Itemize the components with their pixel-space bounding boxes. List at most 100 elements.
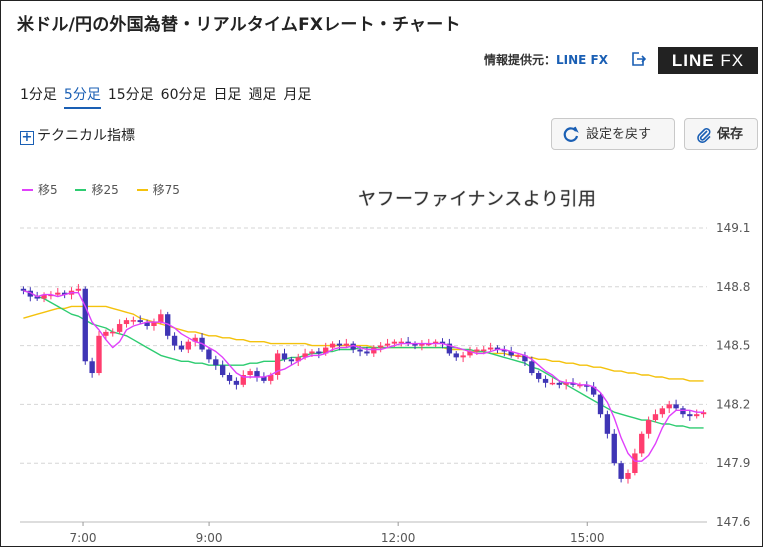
y-tick-label: 148.5 (716, 339, 750, 353)
candle-body (426, 343, 432, 346)
reset-settings-label: 設定を戻す (586, 127, 652, 142)
y-tick-label: 147.6 (716, 515, 750, 529)
candle-body (226, 375, 233, 381)
tab-15min[interactable]: 15分足 (107, 87, 154, 103)
x-tick-label: 9:00 (196, 531, 223, 545)
legend-ma5-label: 移5 (38, 183, 58, 197)
candle-body (261, 376, 267, 381)
source-watermark: ヤフーファイナンスより引用 (358, 189, 597, 210)
ma25-line (23, 290, 704, 429)
tab-daily[interactable]: 日足 (213, 87, 242, 103)
candle-body (165, 314, 171, 336)
candle-body (302, 353, 308, 358)
legend-ma75-swatch (136, 189, 148, 191)
save-label: 保存 (717, 127, 744, 142)
candle-body (151, 322, 157, 326)
line-fx-logo-line: LINE (671, 51, 715, 70)
candle-body (268, 375, 274, 381)
candle-body (639, 433, 645, 454)
legend-ma25-swatch (75, 189, 87, 191)
save-button[interactable]: 保存 (684, 118, 758, 150)
reset-settings-button[interactable]: 設定を戻す (551, 118, 675, 150)
x-tick-label: 7:00 (70, 531, 97, 545)
line-fx-logo-fx: FX (720, 51, 745, 70)
candle-body (137, 320, 143, 323)
candle-layer (20, 284, 707, 484)
candle-body (522, 355, 528, 362)
candle-body (590, 386, 597, 395)
candle-body (625, 473, 631, 479)
candle-body (144, 322, 150, 326)
candle-body (240, 375, 246, 385)
legend-ma25: 移25 (75, 181, 119, 198)
candle-body (219, 365, 226, 375)
tab-weekly[interactable]: 週足 (248, 87, 277, 103)
candle-body (89, 361, 95, 374)
y-tick-label: 149.1 (716, 221, 750, 235)
candle-body (116, 324, 123, 332)
candle-body (281, 353, 288, 360)
legend-ma5: 移5 (22, 181, 58, 198)
tab-5min[interactable]: 5分足 (63, 84, 101, 109)
ma5-layer (23, 290, 704, 462)
y-tick-label: 148.8 (716, 280, 750, 294)
candle-body (570, 382, 576, 385)
candle-body (295, 357, 301, 362)
y-tick-label: 147.9 (716, 456, 750, 470)
candle-body (680, 408, 686, 415)
candle-body (453, 353, 459, 358)
candle-body (549, 382, 556, 385)
candle-body (501, 349, 508, 352)
candle-body (357, 349, 363, 352)
candle-body (192, 337, 198, 342)
tab-60min[interactable]: 60分足 (160, 87, 207, 103)
candle-body (48, 294, 54, 297)
candle-body (611, 433, 617, 464)
candle-body (632, 453, 638, 473)
candle-body (405, 341, 411, 344)
external-link-icon[interactable] (630, 51, 646, 67)
candle-body (467, 351, 473, 356)
technical-indicator-toggle[interactable]: + テクニカル指標 (20, 125, 135, 145)
candle-body (577, 384, 583, 387)
candle-body (185, 341, 191, 350)
candle-body (213, 359, 219, 366)
candle-body (666, 404, 672, 409)
provider-label: 情報提供元： (484, 53, 557, 67)
tab-1min[interactable]: 1分足 (20, 87, 57, 103)
x-tick-label: 15:00 (570, 531, 605, 545)
candle-body (171, 335, 178, 346)
candle-body (377, 345, 384, 348)
candle-body (446, 343, 453, 354)
candle-body (233, 380, 240, 385)
candle-body (694, 414, 700, 417)
candle-body (556, 382, 562, 385)
ma75-layer (23, 305, 704, 382)
candle-body (20, 288, 27, 291)
y-tick-label: 148.2 (716, 397, 750, 411)
candle-body (384, 343, 391, 346)
legend-ma75-label: 移75 (152, 183, 180, 197)
provider-link[interactable]: LINE FX (556, 53, 608, 67)
candle-body (584, 384, 590, 387)
candle-body (515, 355, 521, 357)
tab-monthly[interactable]: 月足 (283, 87, 312, 103)
candle-body (254, 371, 260, 377)
candle-body (460, 355, 466, 358)
candle-body (412, 343, 418, 346)
line-fx-logo[interactable]: LINE FX (658, 47, 758, 74)
candle-body (329, 343, 336, 348)
candle-body (343, 343, 350, 346)
candle-body (82, 288, 88, 362)
candle-body (309, 351, 315, 354)
interval-tabs: 1分足 5分足 15分足 60分足 日足 週足 月足 (20, 84, 319, 109)
axis-layer: 149.1 148.8 148.5 148.2 147.9 147.6 7:00 9:00 12… (70, 221, 751, 545)
candle-body (178, 345, 185, 350)
candle-body (274, 353, 281, 375)
candle-body (604, 414, 611, 434)
candle-body (41, 294, 47, 299)
candle-body (508, 351, 514, 356)
candle-body (432, 341, 439, 344)
candle-body (288, 359, 295, 362)
